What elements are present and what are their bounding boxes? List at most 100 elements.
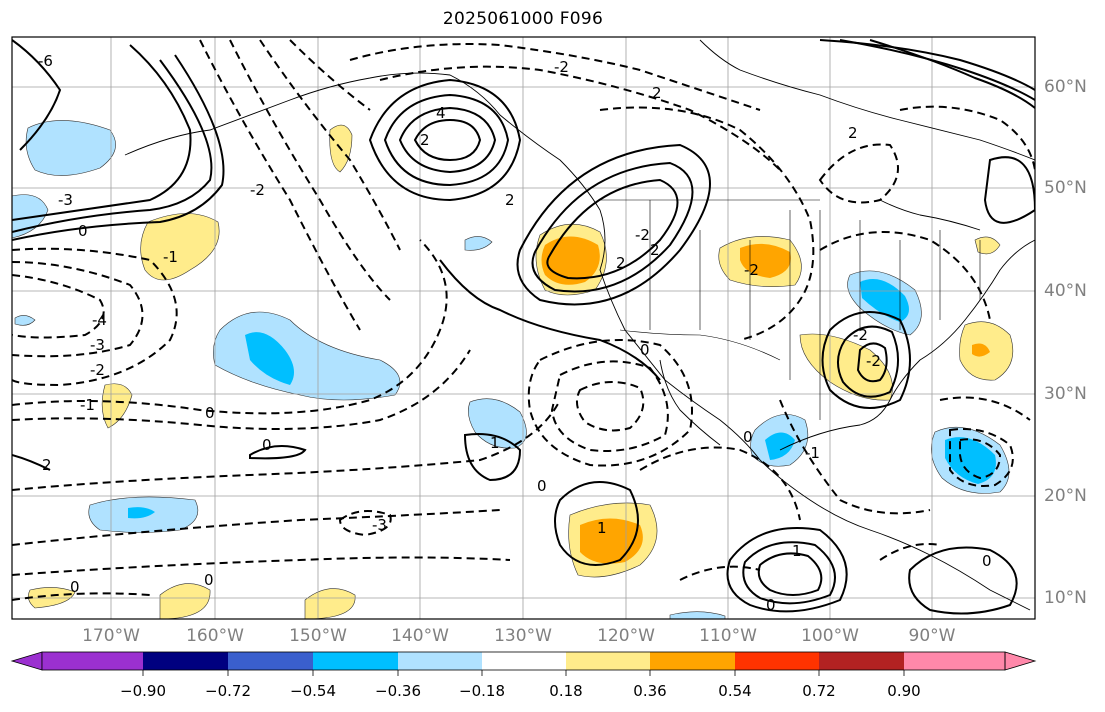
shade-yellow-region (304, 588, 356, 619)
colorbar-segment (735, 652, 819, 670)
contour-label: 0 (205, 404, 215, 422)
colorbar-segment (566, 652, 650, 670)
colorbar-tick-label: −0.18 (459, 682, 505, 700)
lon-label: 110°W (699, 626, 757, 646)
shade-blue-region (464, 236, 493, 251)
contour-label: 1 (597, 519, 607, 537)
colorbar-segment (143, 652, 228, 670)
lon-label: 150°W (289, 626, 347, 646)
lon-label: 120°W (597, 626, 655, 646)
colorbar-segment (482, 652, 566, 670)
lon-label: 100°W (801, 626, 859, 646)
contour-label: -2 (554, 58, 569, 76)
colorbar-extend-low (10, 651, 43, 671)
shade-yellow-region (101, 383, 133, 429)
lat-label: 40°N (1044, 281, 1087, 301)
contour-label: 0 (766, 596, 776, 614)
colorbar-segment (819, 652, 904, 670)
shade-blue-region (765, 432, 795, 460)
shade-yellow-region (974, 236, 1001, 255)
colorbar-segment (904, 652, 1005, 670)
map-frame (11, 36, 1036, 620)
shade-blue-region (12, 194, 49, 239)
colorbar-segment (42, 652, 143, 670)
lon-label: 90°W (908, 626, 956, 646)
contour-label: -2 (635, 226, 650, 244)
contour-label: 0 (743, 428, 753, 446)
colorbar-tick-label: −0.72 (205, 682, 251, 700)
contour-label: -3 (90, 336, 105, 354)
shade-orange-region (972, 343, 990, 357)
shade-blue-region (468, 398, 527, 449)
contour-label: 2 (848, 124, 858, 142)
shade-blue-region (25, 120, 116, 176)
lon-label: 140°W (391, 626, 449, 646)
colorbar-tick-label: −0.54 (290, 682, 336, 700)
contour-label: -2 (853, 326, 868, 344)
colorbar (10, 651, 1037, 676)
contour-label: -2 (250, 181, 265, 199)
contour-label: 0 (537, 477, 547, 495)
colorbar-tick-label: 0.90 (887, 682, 921, 700)
lat-label: 20°N (1044, 486, 1087, 506)
colorbar-tick-label: 0.36 (633, 682, 667, 700)
plot-title: 2025061000 F096 (442, 9, 604, 29)
lat-label: 30°N (1044, 384, 1087, 404)
contour-label: 0 (204, 571, 214, 589)
contour-label: 2 (652, 84, 662, 102)
contour-label: 2 (616, 254, 626, 272)
contour-label: 2 (505, 191, 515, 209)
contour-label: 0 (78, 222, 88, 240)
contour-label: 0 (982, 552, 992, 570)
contour-label: -3 (58, 191, 73, 209)
colorbar-segment (398, 652, 482, 670)
contour-label: -3 (372, 516, 387, 534)
colorbar-segment (228, 652, 313, 670)
contour-label: -6 (38, 52, 53, 70)
borders (600, 199, 981, 420)
solid-contours (12, 39, 1035, 615)
lat-label: 50°N (1044, 178, 1087, 198)
coastlines (124, 39, 1035, 611)
lon-label: 170°W (82, 626, 140, 646)
shade-blue-region (860, 279, 909, 322)
colorbar-tick-label: 0.72 (802, 682, 836, 700)
contour-labels: -6 -4 -3 -2 -2 -1 0 0 0 0 -3 4 2 -2 2 2 … (38, 52, 992, 614)
shade-blue-region (128, 507, 155, 519)
lat-label: 10°N (1044, 588, 1087, 608)
contour-label: 2 (42, 456, 52, 474)
contour-label: -2 (90, 361, 105, 379)
contour-label: 0 (262, 436, 272, 454)
contour-label: 2 (650, 241, 660, 259)
shade-blue-region (945, 437, 996, 484)
contour-label: 4 (436, 104, 446, 122)
colorbar-tick-label: 0.54 (718, 682, 752, 700)
contour-label: -4 (92, 311, 107, 329)
contour-label: -1 (163, 248, 178, 266)
contour-label: -2 (744, 261, 759, 279)
colorbar-tick-label: −0.90 (120, 682, 166, 700)
colorbar-segment (650, 652, 735, 670)
dashed-contours (12, 39, 1035, 601)
gridlines (12, 37, 1035, 619)
contour-label: 0 (640, 341, 650, 359)
lon-label: 130°W (494, 626, 552, 646)
shade-blue-region (245, 332, 294, 385)
lat-label: 60°N (1044, 77, 1087, 97)
colorbar-outline (41, 651, 1006, 671)
shade-blue-region (14, 315, 36, 326)
shade-yellow-region (159, 583, 211, 619)
colorbar-segment (313, 652, 398, 670)
lon-label: 160°W (186, 626, 244, 646)
colorbar-extend-high (1004, 651, 1037, 671)
contour-label: 0 (70, 578, 80, 596)
contour-label: 1 (792, 542, 802, 560)
colorbar-tick-label: −0.36 (375, 682, 421, 700)
contour-label: 1 (490, 434, 500, 452)
shade-orange-region (740, 243, 791, 278)
colorbar-tick-label: 0.18 (549, 682, 583, 700)
contour-label: 2 (420, 131, 430, 149)
contour-label: -1 (80, 396, 95, 414)
contour-label: -1 (805, 444, 820, 462)
